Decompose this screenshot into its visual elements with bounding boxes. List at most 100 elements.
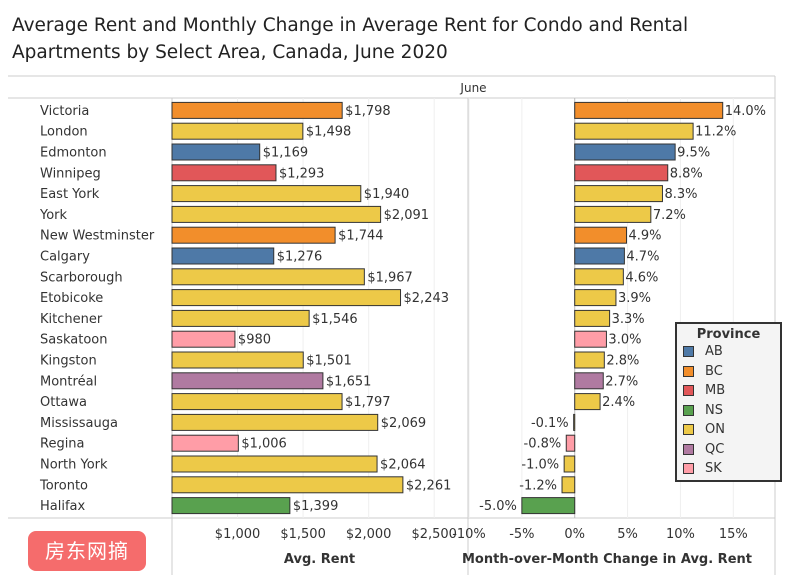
change-bar xyxy=(574,351,605,369)
change-value-label: -0.8% xyxy=(524,437,562,452)
rent-bar xyxy=(171,413,379,431)
row-label: York xyxy=(39,208,68,223)
legend-item-ab: AB xyxy=(677,342,780,362)
rent-value-label: $2,261 xyxy=(406,478,452,493)
change-bar xyxy=(561,476,576,494)
rent-tick-label: $1,500 xyxy=(280,527,326,542)
legend-item-on: ON xyxy=(677,420,780,440)
legend-swatch xyxy=(683,346,694,358)
legend-swatch xyxy=(683,463,694,475)
rent-bar xyxy=(171,101,343,119)
change-tick-label: -5% xyxy=(509,527,534,542)
change-value-label: -1.0% xyxy=(521,458,559,473)
rent-value-label: $1,276 xyxy=(277,250,323,265)
change-bar xyxy=(574,393,601,411)
change-value-label: 3.3% xyxy=(612,312,645,327)
rent-value-label: $1,798 xyxy=(345,104,391,119)
legend-label: NS xyxy=(705,402,723,418)
rent-bar xyxy=(171,205,382,223)
row-label: Etobicoke xyxy=(40,291,103,306)
change-bar xyxy=(574,268,624,286)
rent-bar xyxy=(171,247,275,265)
rent-value-label: $1,498 xyxy=(306,125,352,140)
change-value-label: -1.2% xyxy=(519,478,557,493)
rent-value-label: $2,064 xyxy=(380,458,426,473)
row-label: Edmonton xyxy=(40,146,107,161)
row-label: East York xyxy=(40,187,100,202)
legend-swatch xyxy=(683,404,694,416)
rent-value-label: $1,399 xyxy=(293,499,339,514)
chart-title-line-2: Apartments by Select Area, Canada, June … xyxy=(12,42,448,63)
change-value-label: 4.7% xyxy=(626,250,659,265)
change-bar xyxy=(574,122,694,140)
change-bar xyxy=(574,164,669,182)
change-axis-title: Month-over-Month Change in Avg. Rent xyxy=(462,552,752,567)
change-value-label: 11.2% xyxy=(695,125,736,140)
row-label: Regina xyxy=(40,437,85,452)
rent-bar xyxy=(171,393,343,411)
change-bar xyxy=(574,185,663,203)
rent-bar xyxy=(171,122,304,140)
change-value-label: -0.1% xyxy=(531,416,569,431)
rent-value-label: $1,501 xyxy=(306,354,352,369)
rent-bar xyxy=(171,455,378,473)
rent-value-label: $1,967 xyxy=(367,270,413,285)
change-bar xyxy=(574,143,676,161)
change-value-label: 9.5% xyxy=(677,146,710,161)
change-bar xyxy=(574,101,724,119)
rent-bar xyxy=(171,434,239,452)
row-label: New Westminster xyxy=(40,229,155,244)
change-value-label: 4.6% xyxy=(625,270,658,285)
change-tick-label: 5% xyxy=(617,527,638,542)
rent-bar xyxy=(171,497,291,515)
rent-bar xyxy=(171,476,404,494)
legend-label: SK xyxy=(705,461,722,477)
rent-bar xyxy=(171,226,336,244)
row-label: Victoria xyxy=(40,104,89,119)
rent-value-label: $1,744 xyxy=(338,229,384,244)
rent-bar xyxy=(171,164,277,182)
province-legend: Province AB BC MB NS ON QC SK xyxy=(675,322,782,482)
row-label: Kitchener xyxy=(40,312,103,327)
rent-tick-label: $2,500 xyxy=(411,527,457,542)
row-label: Toronto xyxy=(39,478,88,493)
rent-value-label: $1,797 xyxy=(345,395,391,410)
rent-value-label: $1,546 xyxy=(312,312,358,327)
change-bar xyxy=(574,289,617,307)
change-value-label: 14.0% xyxy=(725,104,766,119)
legend-label: MB xyxy=(705,383,726,399)
rent-bar xyxy=(171,268,365,286)
rent-bar xyxy=(171,289,402,307)
rent-value-label: $2,069 xyxy=(381,416,427,431)
rent-value-label: $1,169 xyxy=(263,146,309,161)
change-value-label: 2.7% xyxy=(605,374,638,389)
rent-value-label: $980 xyxy=(238,333,271,348)
legend-item-ns: NS xyxy=(677,401,780,421)
rent-bar xyxy=(171,185,362,203)
row-label: Winnipeg xyxy=(40,166,101,181)
legend-swatch xyxy=(683,443,694,455)
change-bar xyxy=(574,247,625,265)
rent-bar xyxy=(171,351,304,369)
legend-item-mb: MB xyxy=(677,381,780,401)
row-label: North York xyxy=(40,458,108,473)
row-label: Kingston xyxy=(40,354,97,369)
rent-tick-label: $1,000 xyxy=(215,527,261,542)
change-bar xyxy=(574,226,628,244)
change-value-label: 2.4% xyxy=(602,395,635,410)
change-value-label: -5.0% xyxy=(479,499,517,514)
change-bar xyxy=(565,434,576,452)
change-bar xyxy=(563,455,576,473)
change-bar xyxy=(521,497,576,515)
change-tick-label: 15% xyxy=(719,527,748,542)
row-label: London xyxy=(40,125,88,140)
legend-title: Province xyxy=(696,327,761,342)
rent-value-label: $1,006 xyxy=(241,437,287,452)
change-value-label: 4.9% xyxy=(629,229,662,244)
change-tick-label: 10% xyxy=(666,527,695,542)
legend-label: ON xyxy=(705,422,725,438)
rent-axis-title: Avg. Rent xyxy=(284,552,355,567)
change-tick-label: -10% xyxy=(452,527,486,542)
change-bar xyxy=(573,413,576,431)
change-tick-label: 0% xyxy=(564,527,585,542)
